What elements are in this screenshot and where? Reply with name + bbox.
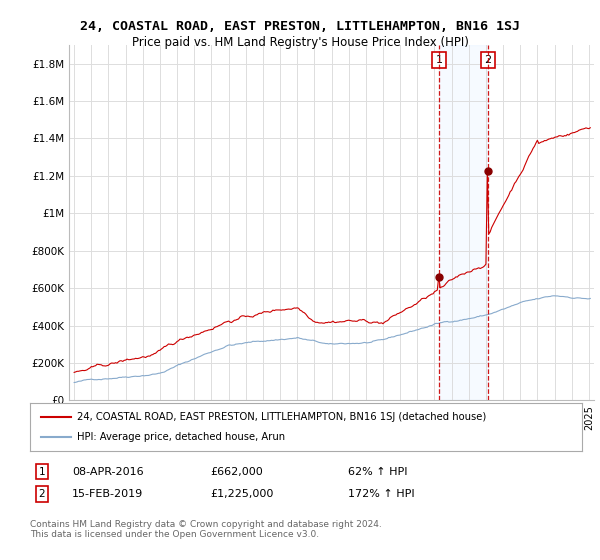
Text: 172% ↑ HPI: 172% ↑ HPI (348, 489, 415, 499)
Text: £662,000: £662,000 (210, 466, 263, 477)
Text: 62% ↑ HPI: 62% ↑ HPI (348, 466, 407, 477)
Text: 24, COASTAL ROAD, EAST PRESTON, LITTLEHAMPTON, BN16 1SJ (detached house): 24, COASTAL ROAD, EAST PRESTON, LITTLEHA… (77, 412, 486, 422)
Bar (439, 45, 488, 400)
Text: £1,225,000: £1,225,000 (210, 489, 274, 499)
Text: HPI: Average price, detached house, Arun: HPI: Average price, detached house, Arun (77, 432, 285, 442)
Text: 1: 1 (436, 55, 443, 65)
Text: Price paid vs. HM Land Registry's House Price Index (HPI): Price paid vs. HM Land Registry's House … (131, 36, 469, 49)
Text: Contains HM Land Registry data © Crown copyright and database right 2024.
This d: Contains HM Land Registry data © Crown c… (30, 520, 382, 539)
Text: 24, COASTAL ROAD, EAST PRESTON, LITTLEHAMPTON, BN16 1SJ: 24, COASTAL ROAD, EAST PRESTON, LITTLEHA… (80, 20, 520, 32)
Text: 1: 1 (38, 466, 46, 477)
Text: 2: 2 (38, 489, 46, 499)
Text: 08-APR-2016: 08-APR-2016 (72, 466, 143, 477)
Text: 2: 2 (484, 55, 491, 65)
Text: 15-FEB-2019: 15-FEB-2019 (72, 489, 143, 499)
